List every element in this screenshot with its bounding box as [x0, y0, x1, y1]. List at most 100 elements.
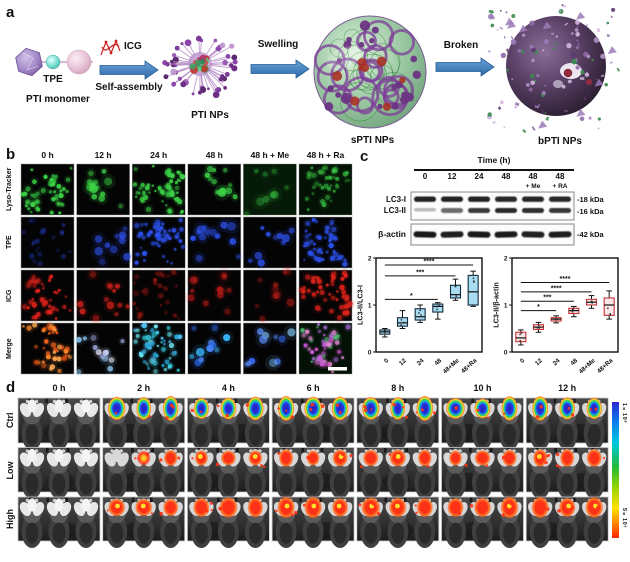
panel-b-label: b: [6, 146, 16, 163]
svg-text:48+Me: 48+Me: [578, 357, 597, 376]
mouse-image-high-2h: [102, 496, 186, 549]
micrograph-merge-4: [242, 322, 300, 375]
svg-text:0: 0: [383, 357, 391, 365]
mouse-image-high-12h: [525, 496, 609, 549]
kda-16-label: -16 kDa: [577, 207, 604, 216]
micrograph-lyso-0: [18, 163, 75, 217]
mouse-image-high-8h: [356, 496, 440, 549]
blot-lane-label: 24: [474, 172, 484, 181]
swelling-label: Swelling: [257, 39, 299, 50]
panel-b-row-label: Merge: [6, 338, 13, 359]
panel-d-col-header: 8 h: [391, 383, 405, 393]
kda-42-label: -42 kDa: [577, 230, 604, 239]
blot-lane-label: 48: [501, 172, 511, 181]
micrograph-merge-0: [20, 320, 75, 375]
mouse-image-ctrl-2h: [102, 395, 186, 451]
panel-b-col-header: 48 h: [205, 150, 223, 160]
mouse-image-ctrl-0h: [17, 397, 101, 451]
mouse-image-high-4h: [186, 496, 270, 549]
svg-text:0: 0: [519, 357, 527, 365]
panel-b-col-header: 48 h + Me: [250, 150, 290, 160]
svg-text:*: *: [410, 293, 413, 300]
mouse-image-low-4h: [186, 447, 270, 500]
svg-text:2: 2: [504, 255, 508, 262]
mouse-image-high-10h: [441, 496, 524, 549]
panel-b-col-header: 24 h: [150, 150, 168, 160]
svg-text:2: 2: [368, 255, 372, 262]
self-assembly-label: Self-assembly: [95, 82, 163, 93]
panel-d-col-header: 10 h: [473, 383, 492, 393]
micrograph-merge-1: [73, 322, 130, 377]
panel-d-col-header: 2 h: [137, 383, 151, 393]
svg-text:12: 12: [398, 357, 408, 367]
lc3-ii-label: LC3-II: [383, 206, 406, 215]
mouse-image-low-10h: [441, 447, 524, 500]
spti-nps-label: sPTI NPs: [350, 135, 395, 146]
svg-text:****: ****: [551, 285, 562, 292]
micrograph-lyso-4: [241, 163, 297, 219]
icg-label: ICG: [124, 41, 142, 52]
micrograph-tpe-0: [20, 216, 75, 269]
panel-d-row-label: Ctrl: [5, 412, 15, 429]
intensity-colorbar: [612, 402, 619, 538]
colorbar-max-label: 1×10⁸: [621, 403, 627, 424]
panel-d-col-header: 12 h: [558, 383, 577, 393]
micrograph-merge-3: [187, 321, 242, 375]
micrograph-merge-5: [298, 321, 354, 375]
svg-text:1: 1: [504, 302, 508, 309]
svg-text:1: 1: [368, 302, 372, 309]
mouse-image-ctrl-8h: [356, 395, 440, 451]
svg-text:****: ****: [560, 276, 571, 283]
panel-b-col-header: 0 h: [41, 150, 54, 160]
svg-text:12: 12: [534, 357, 544, 367]
svg-text:LC3-II/LC3-I: LC3-II/LC3-I: [356, 285, 365, 325]
time-header-rule: [414, 169, 574, 171]
mouse-image-low-6h: [271, 447, 355, 500]
micrograph-icg-4: [243, 264, 299, 325]
panel-c-label: c: [360, 148, 369, 165]
panel-d-col-header: 0 h: [52, 383, 66, 393]
svg-text:****: ****: [424, 259, 435, 266]
colorbar-min-label: 5×10⁶: [621, 508, 627, 529]
panel-d-mouse-images: [17, 395, 609, 549]
panel-b-col-header: 12 h: [94, 150, 112, 160]
svg-text:48: 48: [433, 357, 443, 367]
panel-d-label: d: [6, 379, 16, 396]
mouse-image-low-8h: [356, 447, 440, 500]
blot-lane-sublabel: + Me: [525, 182, 541, 190]
pti-monomer-label: PTI monomer: [26, 94, 90, 105]
blot-lane-label: 48: [555, 172, 565, 181]
time-header: Time (h): [477, 155, 511, 165]
micrograph-tpe-2: [131, 216, 187, 269]
panel-d-col-header: 6 h: [306, 383, 320, 393]
western-blot: [410, 191, 575, 246]
mouse-image-ctrl-4h: [186, 396, 270, 451]
svg-text:***: ***: [416, 269, 424, 276]
micrograph-tpe-5: [298, 216, 353, 269]
pti-nps-label: PTI NPs: [191, 110, 229, 121]
micrograph-icg-2: [130, 267, 186, 322]
blot-lane-label: 0: [422, 172, 428, 181]
mouse-image-ctrl-6h: [271, 395, 355, 451]
lc3-i-label: LC3-I: [386, 195, 406, 204]
tpe-label: TPE: [43, 74, 63, 85]
blot-lane-sublabel: + RA: [552, 182, 568, 190]
mouse-image-high-6h: [271, 496, 355, 549]
broken-label: Broken: [443, 40, 479, 51]
svg-text:48+Ra: 48+Ra: [596, 357, 615, 375]
panel-a-label: a: [6, 4, 15, 21]
micrograph-lyso-1: [76, 163, 130, 216]
panel-a-schematic: [15, 3, 621, 134]
panel-b-row-label: ICG: [6, 289, 13, 302]
svg-text:*: *: [537, 304, 540, 311]
micrograph-merge-2: [131, 320, 186, 376]
svg-text:48: 48: [569, 357, 579, 367]
svg-text:24: 24: [552, 357, 562, 367]
beta-actin-label: β-actin: [378, 229, 406, 239]
bpti-nps-label: bPTI NPs: [538, 136, 582, 147]
svg-text:0: 0: [504, 349, 508, 356]
micrograph-tpe-4: [243, 216, 298, 270]
panel-d-row-label: High: [5, 509, 15, 529]
